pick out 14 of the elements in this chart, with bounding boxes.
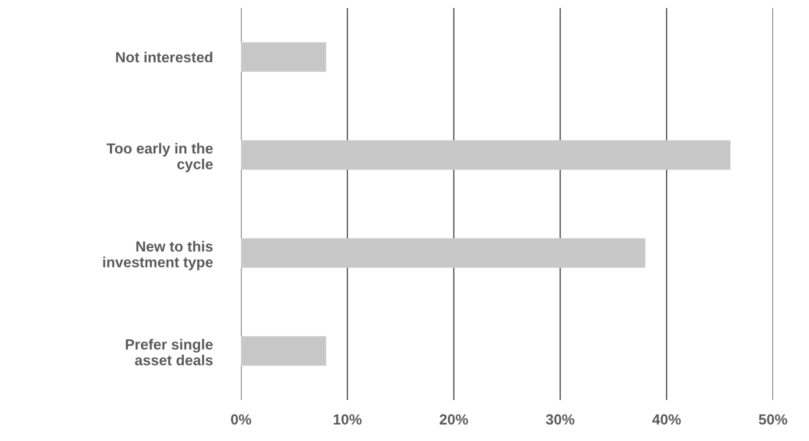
bar bbox=[241, 336, 326, 366]
x-tick-label: 30% bbox=[546, 414, 574, 425]
y-tick-label: Prefer single asset deals bbox=[126, 338, 213, 366]
x-tick-label: 50% bbox=[758, 414, 788, 425]
y-tick-label: Not interested bbox=[116, 52, 212, 62]
x-tick-label: 40% bbox=[652, 414, 681, 425]
bar bbox=[241, 140, 730, 170]
x-tick-label: 20% bbox=[440, 414, 468, 425]
y-tick-label: New to this investment type bbox=[103, 240, 213, 270]
y-tick-label: Too early in the cycle bbox=[106, 142, 213, 172]
bar bbox=[241, 238, 646, 268]
x-tick-label: 10% bbox=[334, 414, 362, 425]
bar bbox=[241, 42, 326, 72]
x-tick-label: 0% bbox=[231, 414, 252, 425]
